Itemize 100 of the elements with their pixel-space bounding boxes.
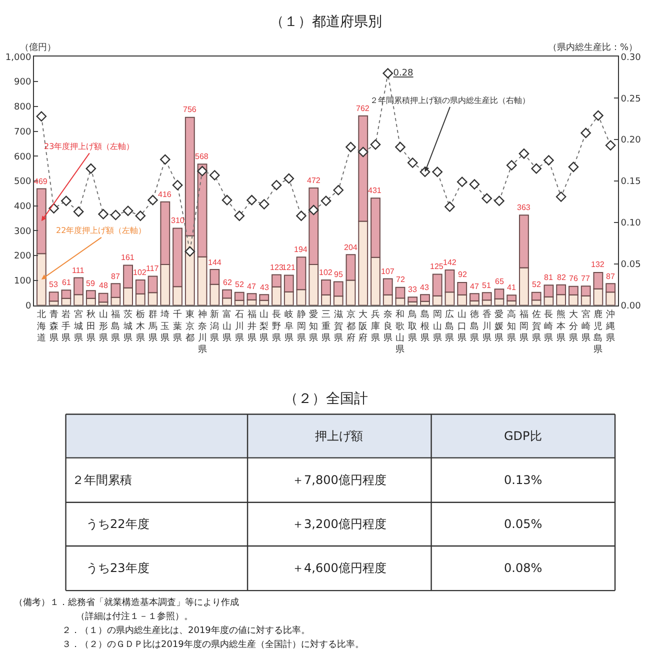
total-label: 76 (569, 274, 578, 283)
total-label: 310 (171, 216, 185, 225)
x-tick-label: 福島県 (111, 309, 120, 344)
x-tick-label: 大阪府 (358, 309, 368, 344)
text: ＋7,800億円程度 (292, 473, 386, 487)
x-tick-label: 山形県 (98, 309, 108, 344)
text: （詳細は付注１－１参照）。 (76, 611, 193, 622)
total-label: 123 (270, 263, 284, 272)
x-tick-label: 秋田県 (86, 309, 96, 344)
total-label: 43 (420, 283, 430, 292)
x-tick-label: 沖縄県 (605, 309, 616, 344)
y2-tick-label: 0.15 (620, 177, 641, 188)
total-label: 51 (482, 281, 492, 290)
x-tick-label: 岐阜県 (284, 309, 294, 344)
x-tick-label: 和歌山県 (396, 309, 405, 356)
x-tick-label: 宮崎県 (581, 309, 590, 344)
text: ３．（２）のＧＤＰ比は2019年度の県内総生産（全国計）に対する比率。 (62, 639, 364, 650)
total-label: 81 (544, 273, 554, 282)
total-label: 95 (334, 270, 344, 279)
total-label: 72 (396, 275, 406, 284)
total-label: 59 (86, 279, 96, 288)
total-label: 41 (507, 283, 516, 292)
bar (408, 296, 418, 302)
text: 0.08% (504, 561, 542, 575)
text: 押上げ額 (315, 429, 363, 443)
x-tick-label: 徳島県 (470, 309, 479, 344)
x-tick-label: 長崎県 (544, 309, 554, 344)
text: 0.05% (504, 517, 542, 531)
total-label: 65 (495, 277, 504, 286)
text: ２．（１）の県内総生産比は、2019年度の値に対する比率。 (62, 625, 310, 636)
x-tick-label: 熊本県 (556, 309, 566, 344)
text: うち22年度 (86, 517, 150, 531)
x-tick-label: 石川県 (234, 310, 244, 344)
bar (259, 294, 270, 301)
y-tick-label: 300 (14, 226, 32, 237)
x-tick-label: 茨城県 (122, 309, 133, 344)
y2-tick-label: 0.25 (620, 94, 641, 104)
y-tick-label: 600 (14, 152, 32, 162)
total-label: 102 (133, 268, 147, 277)
total-label: 87 (606, 272, 616, 281)
x-tick-label: 広島県 (445, 309, 454, 344)
total-label: 48 (99, 281, 108, 290)
y-tick-label: 0 (25, 301, 32, 312)
total-label: 87 (111, 272, 120, 281)
bar (506, 294, 517, 302)
y-axis-title: （億円） (20, 42, 56, 53)
total-label: 756 (183, 105, 197, 114)
x-tick-label: 埼玉県 (160, 309, 170, 344)
text: うち23年度 (86, 561, 150, 575)
x-tick-label: 宮城県 (73, 309, 84, 344)
bar (420, 294, 430, 302)
x-tick-label: 高知県 (507, 309, 516, 344)
x-tick-label: 愛媛県 (494, 309, 504, 344)
total-label: 62 (223, 278, 232, 287)
total-label: 53 (49, 280, 58, 289)
text: ＋4,600億円程度 (292, 561, 386, 575)
text: （２）全国計 (284, 391, 368, 407)
total-label: 61 (62, 278, 72, 287)
total-label: 47 (470, 282, 480, 291)
x-tick-label: 青森県 (49, 309, 58, 344)
y-tick-label: 500 (14, 177, 32, 188)
x-tick-label: 滋賀県 (334, 309, 343, 344)
total-label: 762 (356, 104, 370, 113)
total-label: 204 (344, 243, 358, 252)
x-tick-label: 静岡県 (296, 309, 306, 344)
data-label: 0.28 (393, 68, 414, 79)
y-tick-label: 1,000 (5, 52, 32, 63)
x-tick-label: 栃木県 (136, 309, 145, 344)
total-label: 144 (208, 258, 222, 267)
y2-tick-label: 0.20 (620, 136, 642, 146)
y-tick-label: 700 (14, 127, 32, 138)
text: 0.13% (504, 473, 542, 487)
total-label: 121 (282, 263, 296, 272)
text: 22年度押上げ額（左軸） (56, 226, 146, 235)
total-label: 469 (34, 177, 48, 186)
total-label: 416 (158, 190, 172, 199)
total-label: 132 (591, 260, 605, 269)
x-tick-label: 大分県 (568, 309, 578, 344)
total-label: 82 (557, 273, 566, 282)
total-label: 111 (72, 266, 85, 275)
total-label: 102 (319, 268, 333, 277)
x-tick-label: 香川県 (482, 309, 492, 344)
x-tick-label: 長野県 (272, 309, 282, 344)
x-tick-label: 鳥取県 (407, 309, 418, 344)
total-label: 161 (121, 253, 135, 262)
total-label: 431 (368, 186, 382, 195)
x-tick-label: 愛知県 (309, 309, 318, 344)
total-label: 472 (307, 176, 321, 185)
total-label: 125 (430, 262, 444, 271)
bar (482, 292, 492, 301)
bar (98, 292, 108, 303)
x-tick-label: 東京都 (185, 309, 194, 344)
bar (48, 292, 59, 302)
total-label: 117 (146, 264, 160, 273)
x-tick-label: 鹿児島県 (594, 309, 603, 356)
y-tick-label: 800 (14, 102, 32, 113)
x-tick-label: 福岡県 (519, 309, 528, 344)
total-label: 33 (408, 285, 418, 294)
x-tick-label: 富山県 (222, 309, 232, 344)
x-tick-label: 神奈川県 (198, 309, 207, 356)
